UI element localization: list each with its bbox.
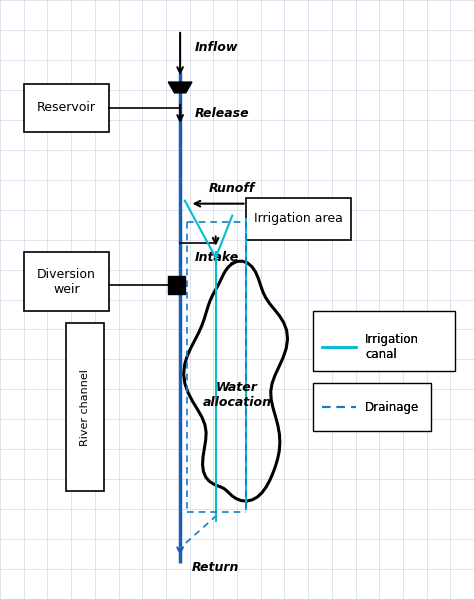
Text: Water
allocation: Water allocation <box>202 382 272 409</box>
FancyBboxPatch shape <box>313 383 431 431</box>
Text: Reservoir: Reservoir <box>37 101 96 114</box>
FancyBboxPatch shape <box>66 323 104 491</box>
Text: Irrigation area: Irrigation area <box>254 212 343 225</box>
Text: Drainage: Drainage <box>365 401 419 414</box>
FancyBboxPatch shape <box>246 198 351 240</box>
FancyBboxPatch shape <box>313 311 455 371</box>
Text: Diversion
weir: Diversion weir <box>37 268 96 295</box>
FancyBboxPatch shape <box>24 84 109 132</box>
FancyBboxPatch shape <box>24 252 109 311</box>
Text: Runoff: Runoff <box>209 181 255 195</box>
Text: Release: Release <box>194 107 249 120</box>
Text: Irrigation
canal: Irrigation canal <box>365 334 419 361</box>
Text: Drainage: Drainage <box>365 401 419 414</box>
Text: Return: Return <box>192 561 239 574</box>
Text: Inflow: Inflow <box>194 41 238 55</box>
Text: River channel: River channel <box>80 369 91 446</box>
Text: Irrigation
canal: Irrigation canal <box>365 334 419 361</box>
Polygon shape <box>168 82 192 93</box>
Polygon shape <box>168 276 185 294</box>
Text: Intake: Intake <box>194 251 238 264</box>
